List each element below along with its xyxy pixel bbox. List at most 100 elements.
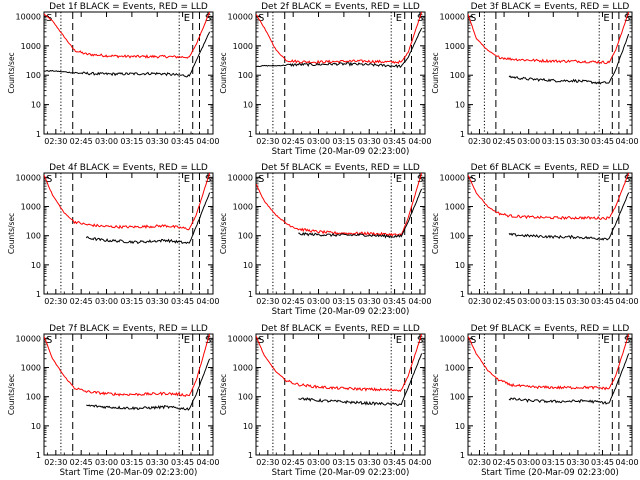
panel-det-3: Det 3f BLACK = Events, RED = LLD 1 10 100 10… — [431, 2, 639, 146]
corner-label-far-right: S — [624, 174, 630, 185]
y-tick-label: 100 — [26, 232, 41, 241]
panel-det-1: Det 1f BLACK = Events, RED = LLD 1 10 100 10… — [7, 2, 219, 146]
x-tick-label: 03:15 — [332, 458, 355, 467]
y-tick-label: 1000 — [445, 42, 465, 51]
x-tick-label: 02:45 — [70, 137, 93, 146]
x-tick-label: 02:30 — [468, 458, 491, 467]
panel-title: Det 8f BLACK = Events, RED = LLD — [261, 324, 420, 334]
x-tick-label: 03:45 — [591, 137, 614, 146]
x-tick-label: 03:45 — [383, 458, 406, 467]
plot-frame — [467, 172, 633, 295]
corner-label-right: E — [396, 174, 402, 185]
panel-title: Det 6f BLACK = Events, RED = LLD — [471, 163, 630, 173]
x-tick-label: 04:00 — [616, 297, 639, 306]
x-axis-label: Start Time (20-Mar-09 02:23:00) — [272, 468, 410, 478]
y-tick-label: 10 — [31, 101, 41, 110]
x-tick-label: 03:15 — [542, 458, 565, 467]
x-tick-label: 03:30 — [146, 297, 169, 306]
x-tick-label: 02:45 — [493, 458, 516, 467]
x-tick-label: 04:00 — [196, 297, 219, 306]
panel-det-8: Det 8f BLACK = Events, RED = LLD 1 10 100 10… — [219, 324, 431, 478]
panel-det-6: Det 6f BLACK = Events, RED = LLD 1 10 100 10… — [431, 163, 639, 306]
x-axis-label: Start Time (20-Mar-09 02:23:00) — [60, 468, 198, 478]
y-tick-label: 1000 — [21, 203, 41, 212]
y-tick-label: 10 — [455, 261, 465, 270]
x-tick-label: 03:00 — [95, 297, 118, 306]
x-tick-label: 04:00 — [196, 458, 219, 467]
y-tick-label: 10 — [243, 101, 253, 110]
x-tick-label: 03:45 — [383, 297, 406, 306]
x-axis-label: Start Time (20-Mar-09 02:23:00) — [481, 468, 619, 478]
series-events-line — [508, 33, 630, 85]
x-tick-label: 02:45 — [282, 297, 305, 306]
corner-label-left: S — [46, 174, 52, 185]
y-tick-label: 1 — [36, 451, 41, 460]
y-tick-label: 10000 — [228, 173, 253, 182]
x-tick-label: 03:30 — [566, 458, 589, 467]
plot-frame — [255, 172, 426, 295]
x-tick-label: 03:45 — [171, 137, 194, 146]
x-tick-label: 03:00 — [95, 137, 118, 146]
series-lld-line — [256, 12, 423, 65]
series-lld-line — [44, 173, 211, 231]
panel-det-7: Det 7f BLACK = Events, RED = LLD 1 10 100 10… — [7, 324, 219, 478]
x-tick-label: 02:45 — [70, 297, 93, 306]
y-tick-label: 100 — [26, 393, 41, 402]
y-tick-label: 1000 — [233, 203, 253, 212]
panel-title: Det 2f BLACK = Events, RED = LLD — [261, 2, 420, 12]
y-axis-label: Counts/sec — [219, 213, 228, 254]
plot-frame — [467, 11, 633, 135]
series-events-line — [44, 31, 211, 78]
y-tick-label: 1000 — [21, 42, 41, 51]
y-tick-label: 10000 — [16, 334, 41, 343]
corner-label-right: E — [184, 335, 190, 346]
plot-frame — [43, 172, 214, 295]
x-tick-label: 02:30 — [256, 137, 279, 146]
x-tick-label: 02:45 — [282, 137, 305, 146]
corner-label-left: S — [258, 335, 264, 346]
x-tick-label: 03:00 — [517, 137, 540, 146]
x-tick-label: 02:45 — [70, 458, 93, 467]
y-tick-label: 1000 — [233, 364, 253, 373]
corner-label-right: E — [184, 174, 190, 185]
x-tick-label: 04:00 — [616, 458, 639, 467]
x-tick-label: 02:45 — [493, 297, 516, 306]
y-tick-label: 10000 — [16, 173, 41, 182]
corner-label-left: S — [258, 13, 264, 24]
y-tick-label: 10000 — [228, 12, 253, 21]
y-tick-label: 10000 — [440, 334, 465, 343]
y-tick-label: 10 — [31, 261, 41, 270]
plot-frame — [255, 333, 426, 456]
y-tick-label: 100 — [26, 71, 41, 80]
series-events-line — [298, 188, 423, 239]
y-tick-label: 100 — [238, 393, 253, 402]
y-tick-label: 1000 — [233, 42, 253, 51]
y-tick-label: 1 — [460, 130, 465, 139]
y-tick-label: 10000 — [440, 173, 465, 182]
x-tick-label: 02:30 — [256, 458, 279, 467]
corner-label-right: E — [396, 13, 402, 24]
x-tick-label: 03:15 — [120, 137, 143, 146]
y-tick-label: 100 — [450, 232, 465, 241]
series-lld-line — [256, 334, 423, 392]
y-tick-label: 1000 — [445, 364, 465, 373]
y-tick-label: 100 — [238, 232, 253, 241]
y-axis-label: Counts/sec — [7, 374, 16, 415]
x-tick-label: 02:30 — [468, 137, 491, 146]
x-tick-label: 02:30 — [44, 137, 67, 146]
x-tick-label: 03:30 — [358, 297, 381, 306]
x-tick-label: 04:00 — [196, 137, 219, 146]
x-tick-label: 03:45 — [591, 297, 614, 306]
x-tick-label: 04:00 — [408, 458, 431, 467]
panel-det-4: Det 4f BLACK = Events, RED = LLD 1 10 100 10… — [7, 163, 219, 306]
plot-frame — [43, 333, 214, 456]
panel-title: Det 4f BLACK = Events, RED = LLD — [49, 163, 208, 173]
x-tick-label: 03:00 — [95, 458, 118, 467]
x-tick-label: 02:30 — [256, 297, 279, 306]
x-tick-label: 03:30 — [358, 458, 381, 467]
y-tick-label: 1 — [460, 451, 465, 460]
y-tick-label: 1 — [248, 451, 253, 460]
panel-det-5: Det 5f BLACK = Events, RED = LLD 1 10 100 10… — [219, 163, 431, 317]
y-axis-label: Counts/sec — [7, 213, 16, 254]
